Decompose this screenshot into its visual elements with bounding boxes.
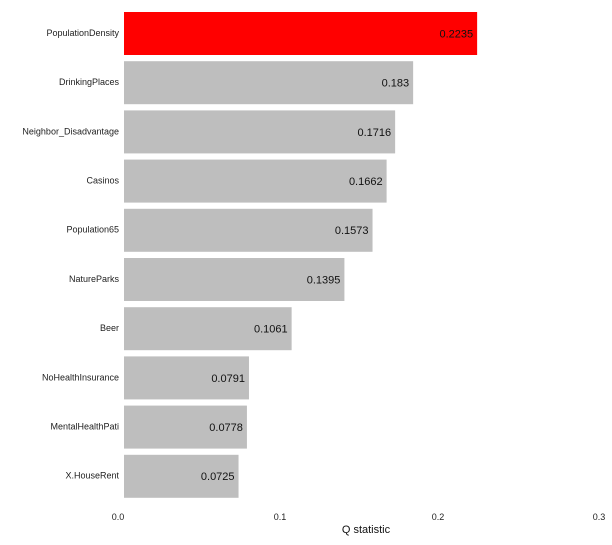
value-label: 0.0725 xyxy=(201,471,235,483)
category-label: PopulationDensity xyxy=(46,28,119,38)
category-label: NatureParks xyxy=(69,274,120,284)
bar-beer xyxy=(124,307,292,351)
x-tick-label: 0.0 xyxy=(112,512,125,522)
category-label: NoHealthInsurance xyxy=(42,372,119,382)
category-label: Population65 xyxy=(66,225,119,235)
category-label: X.HouseRent xyxy=(65,471,119,481)
bar-natureparks xyxy=(124,258,345,301)
bar-population65 xyxy=(124,208,373,252)
category-labels-group: PopulationDensity DrinkingPlaces Neighbor_… xyxy=(22,28,119,481)
category-label: Beer xyxy=(100,323,119,333)
bar-populationdensity xyxy=(124,12,478,55)
bars-group xyxy=(124,12,478,498)
category-label: Neighbor_Disadvantage xyxy=(22,126,119,136)
bar-nohealthinsurance xyxy=(124,356,249,400)
category-label: Casinos xyxy=(86,175,119,185)
value-label: 0.1395 xyxy=(307,274,341,286)
x-axis-title: Q statistic xyxy=(342,524,391,536)
value-label: 0.0778 xyxy=(209,422,243,434)
category-label: MentalHealthPati xyxy=(50,421,119,431)
value-label: 0.1716 xyxy=(357,127,391,139)
value-label: 0.0791 xyxy=(211,373,245,385)
bar-casinos xyxy=(124,159,387,203)
bar-drinkingplaces xyxy=(124,61,414,105)
x-tick-label: 0.1 xyxy=(274,512,287,522)
value-label: 0.1662 xyxy=(349,176,383,188)
value-label: 0.1061 xyxy=(254,324,288,336)
value-labels-group: 0.2235 0.183 0.1716 0.1662 0.1573 0.1395 0.106… xyxy=(201,28,473,483)
x-tick-label: 0.2 xyxy=(432,512,445,522)
bar-mentalhealthpati xyxy=(124,405,247,449)
value-label: 0.183 xyxy=(382,78,410,90)
bar-x-houserent xyxy=(124,454,239,498)
x-tick-label: 0.3 xyxy=(593,512,606,522)
x-tick-labels-group: 0.0 0.1 0.2 0.3 xyxy=(112,512,606,522)
category-label: DrinkingPlaces xyxy=(59,77,120,87)
bar-neighbor-disadvantage xyxy=(124,110,396,154)
value-label: 0.1573 xyxy=(335,225,369,237)
value-label: 0.2235 xyxy=(439,28,473,40)
